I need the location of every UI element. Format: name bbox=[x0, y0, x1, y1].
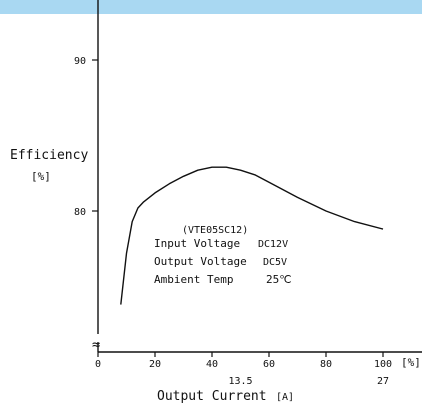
axes bbox=[97, 0, 422, 353]
x-axis-label: Output Current bbox=[157, 389, 267, 404]
ticks: 80 90 0 20 40 60 80 100 13.5 27 bbox=[74, 56, 392, 387]
annotation-temp-label: Ambient Temp bbox=[154, 273, 233, 286]
y-tick-label: 80 bbox=[74, 207, 86, 218]
x-axis-unit: [A] bbox=[276, 392, 294, 403]
series-layer bbox=[120, 166, 384, 305]
x-current-label: 27 bbox=[377, 376, 389, 387]
x-axis-percent-unit: [%] bbox=[401, 356, 421, 369]
annotation-input-value: DC12V bbox=[258, 239, 288, 250]
x-tick-label: 100 bbox=[374, 359, 392, 370]
x-current-label: 13.5 bbox=[228, 376, 252, 387]
annotation-box: (VTE05SC12) Input Voltage DC12V Output V… bbox=[154, 225, 292, 286]
annotation-output-label: Output Voltage bbox=[154, 255, 247, 268]
axis-break-symbol: ≈ bbox=[92, 337, 100, 353]
y-axis-label: Efficiency bbox=[10, 148, 88, 163]
header-band bbox=[0, 0, 422, 14]
x-tick-label: 40 bbox=[206, 359, 218, 370]
x-tick-label: 0 bbox=[95, 359, 101, 370]
annotation-output-value: DC5V bbox=[263, 257, 287, 268]
x-tick-label: 60 bbox=[263, 359, 275, 370]
annotation-input-label: Input Voltage bbox=[154, 237, 240, 250]
x-tick-label: 20 bbox=[149, 359, 161, 370]
efficiency-curve bbox=[120, 166, 384, 305]
y-tick-label: 90 bbox=[74, 56, 86, 67]
y-axis-unit: [%] bbox=[31, 170, 51, 183]
annotation-model: (VTE05SC12) bbox=[182, 225, 248, 236]
annotation-temp-value: 25℃ bbox=[266, 273, 292, 286]
x-tick-label: 80 bbox=[320, 359, 332, 370]
